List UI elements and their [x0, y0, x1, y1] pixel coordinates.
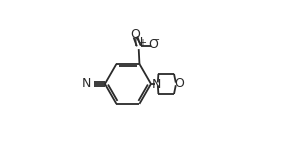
- Text: N: N: [152, 78, 161, 91]
- Text: O: O: [174, 77, 184, 90]
- Text: O: O: [148, 38, 158, 51]
- Text: N: N: [82, 77, 91, 90]
- Text: −: −: [152, 35, 160, 45]
- Text: O: O: [131, 28, 140, 41]
- Text: N: N: [134, 36, 143, 48]
- Text: +: +: [138, 38, 146, 48]
